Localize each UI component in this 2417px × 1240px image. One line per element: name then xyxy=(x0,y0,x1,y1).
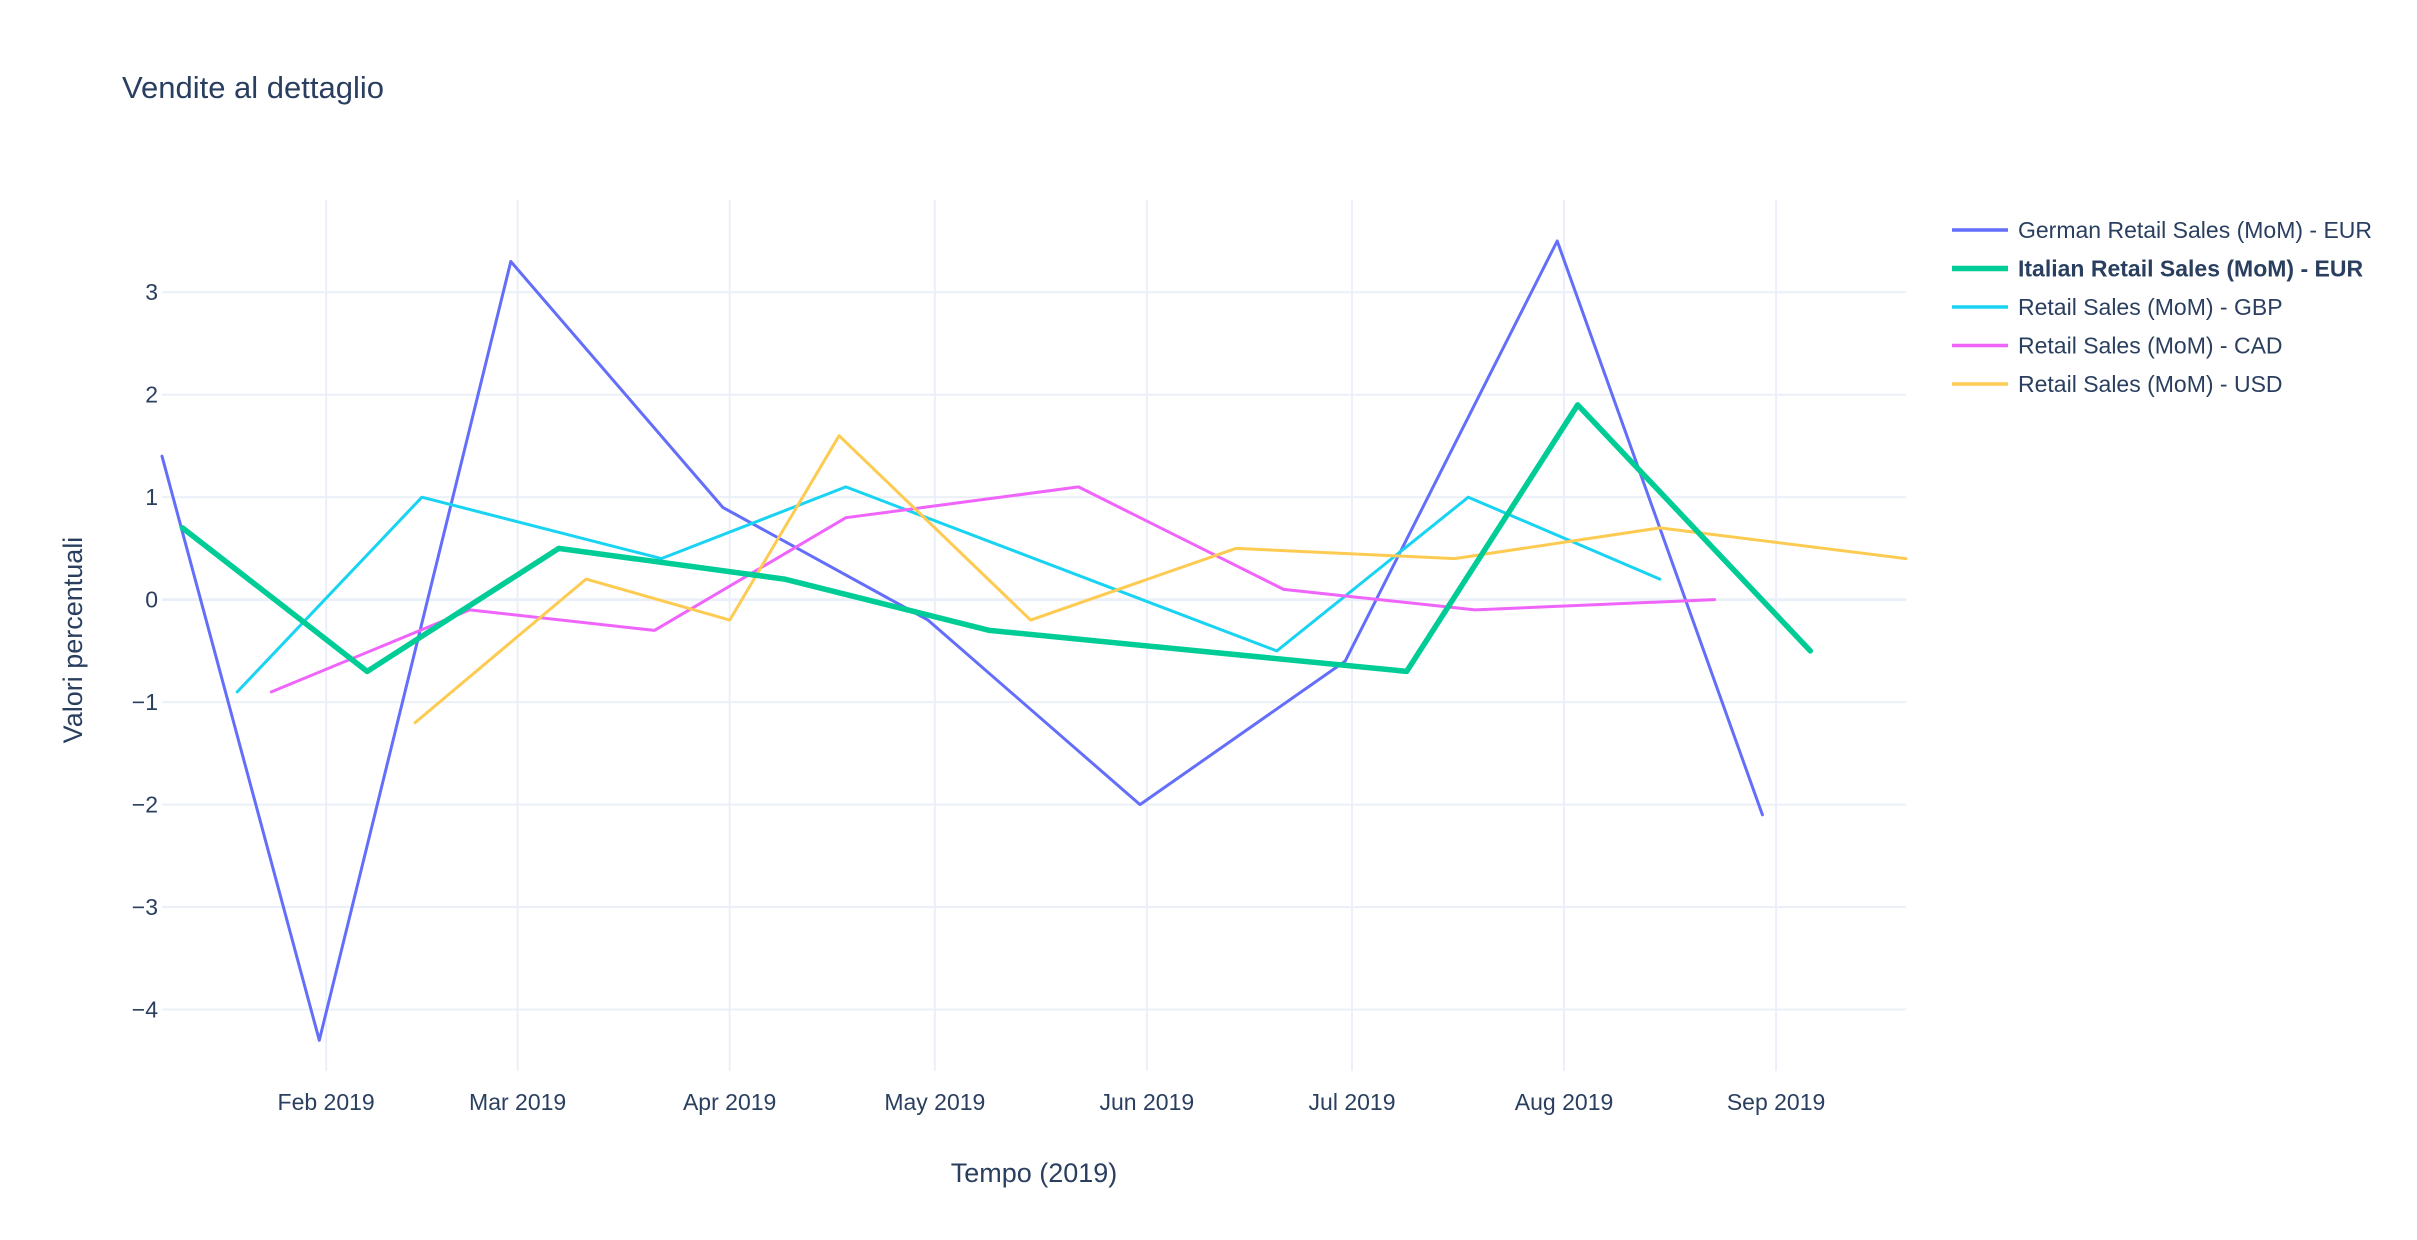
series-line-3 xyxy=(235,485,1662,694)
x-tick-label: Mar 2019 xyxy=(469,1089,566,1115)
y-tick-label: 0 xyxy=(145,587,158,613)
legend-label: Italian Retail Sales (MoM) - EUR xyxy=(2018,256,2363,282)
x-tick-label: Jun 2019 xyxy=(1100,1089,1195,1115)
x-axis-ticks: Feb 2019 Mar 2019 Apr 2019 May 2019 Jun 2019… xyxy=(278,1089,1826,1115)
legend-label: German Retail Sales (MoM) - EUR xyxy=(2018,217,2372,243)
x-tick-label: Aug 2019 xyxy=(1515,1089,1613,1115)
legend: German Retail Sales (MoM) - EUR Italian R… xyxy=(1952,217,2372,397)
x-tick-label: Feb 2019 xyxy=(278,1089,375,1115)
legend-item: Retail Sales (MoM) - USD xyxy=(1952,371,2283,397)
legend-label: Retail Sales (MoM) - USD xyxy=(2018,371,2283,397)
legend-item: Retail Sales (MoM) - GBP xyxy=(1952,294,2283,320)
y-tick-label: 1 xyxy=(145,484,158,510)
x-axis-title: Tempo (2019) xyxy=(951,1158,1118,1188)
y-axis-title: Valori percentuali xyxy=(58,537,88,744)
legend-item: Italian Retail Sales (MoM) - EUR xyxy=(1952,256,2363,282)
series-line-5 xyxy=(413,434,1908,725)
series-line-1 xyxy=(160,239,1764,1042)
y-tick-label: −2 xyxy=(132,792,158,818)
y-tick-label: −1 xyxy=(132,689,158,715)
legend-label: Retail Sales (MoM) - CAD xyxy=(2018,333,2283,359)
x-tick-label: Jul 2019 xyxy=(1309,1089,1396,1115)
y-tick-label: 2 xyxy=(145,382,158,408)
x-tick-label: May 2019 xyxy=(884,1089,985,1115)
chart-title: Vendite al dettaglio xyxy=(122,70,384,105)
series-line-2 xyxy=(179,402,1814,675)
series-lines xyxy=(160,239,1908,1042)
y-axis-ticks: 3 2 1 0 −1 −2 −3 −4 xyxy=(132,279,158,1022)
y-tick-label: −4 xyxy=(132,997,158,1023)
x-tick-label: Apr 2019 xyxy=(683,1089,776,1115)
y-tick-label: −3 xyxy=(132,894,158,920)
series-line-4 xyxy=(269,485,1716,694)
legend-item: Retail Sales (MoM) - CAD xyxy=(1952,333,2283,359)
y-tick-label: 3 xyxy=(145,279,158,305)
legend-label: Retail Sales (MoM) - GBP xyxy=(2018,294,2283,320)
legend-item: German Retail Sales (MoM) - EUR xyxy=(1952,217,2372,243)
x-tick-label: Sep 2019 xyxy=(1727,1089,1825,1115)
